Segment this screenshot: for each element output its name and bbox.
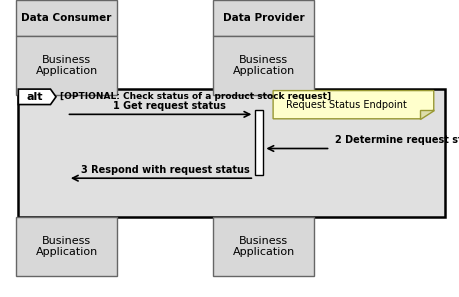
Text: Business
Application: Business Application (233, 55, 295, 76)
FancyBboxPatch shape (18, 89, 445, 217)
Text: 2 Determine request status: 2 Determine request status (335, 135, 459, 145)
Polygon shape (273, 91, 434, 119)
Text: Business
Application: Business Application (35, 236, 98, 257)
Text: Request Status Endpoint: Request Status Endpoint (286, 100, 407, 110)
FancyBboxPatch shape (255, 110, 263, 175)
Text: Business
Application: Business Application (233, 236, 295, 257)
Text: 1 Get request status: 1 Get request status (113, 101, 226, 111)
Text: Business
Application: Business Application (35, 55, 98, 76)
FancyBboxPatch shape (213, 0, 314, 36)
Text: 3 Respond with request status: 3 Respond with request status (81, 165, 250, 175)
Text: alt: alt (26, 92, 43, 102)
FancyBboxPatch shape (213, 36, 314, 95)
FancyBboxPatch shape (16, 36, 117, 95)
FancyBboxPatch shape (16, 217, 117, 276)
FancyBboxPatch shape (16, 0, 117, 36)
FancyBboxPatch shape (213, 217, 314, 276)
Text: Data Provider: Data Provider (223, 13, 305, 23)
Polygon shape (420, 110, 434, 119)
Text: Data Consumer: Data Consumer (22, 13, 112, 23)
Polygon shape (18, 89, 56, 105)
Text: [OPTIONAL: Check status of a product stock request]: [OPTIONAL: Check status of a product sto… (60, 92, 331, 101)
